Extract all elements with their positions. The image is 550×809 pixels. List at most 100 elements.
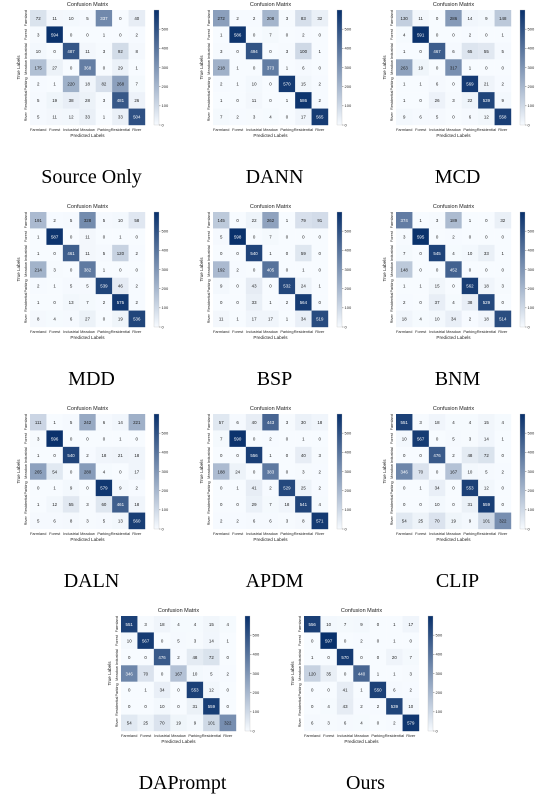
y-tick-label: Forest bbox=[389, 230, 394, 242]
cell-value: 0 bbox=[86, 486, 89, 491]
x-tick-label: Industrial bbox=[429, 329, 445, 334]
cell-value: 0 bbox=[253, 469, 256, 474]
heatmap-cell bbox=[428, 42, 446, 60]
heatmap-cell bbox=[445, 277, 462, 295]
heatmap-cell bbox=[295, 446, 312, 464]
cell-value: 17 bbox=[268, 317, 273, 322]
cell-value: 0 bbox=[436, 65, 439, 70]
heatmap-cell bbox=[478, 479, 495, 497]
heatmap-cell bbox=[30, 446, 47, 464]
cell-value: 1 bbox=[469, 218, 472, 223]
cell-value: 571 bbox=[316, 519, 324, 524]
cell-value: 262 bbox=[267, 218, 275, 223]
colorbar bbox=[427, 615, 434, 732]
heatmap-cell bbox=[128, 310, 146, 328]
heatmap-cell bbox=[79, 261, 96, 278]
cell-value: 263 bbox=[401, 65, 409, 70]
colorbar-tick-label: 400 bbox=[253, 652, 260, 657]
cell-value: 101 bbox=[208, 721, 216, 726]
heatmap-cell bbox=[229, 430, 247, 448]
cell-value: 0 bbox=[220, 486, 223, 491]
cell-value: 4 bbox=[360, 721, 363, 726]
heatmap-cell bbox=[262, 244, 279, 262]
heatmap-cell bbox=[262, 446, 279, 464]
x-axis-label: Predicted Labels bbox=[436, 537, 471, 542]
heatmap-cell bbox=[229, 244, 247, 262]
y-tick-label: Parking bbox=[23, 279, 28, 292]
heatmap-cell bbox=[295, 244, 312, 262]
cell-value: 2 bbox=[136, 284, 139, 289]
cell-value: 33 bbox=[252, 300, 257, 305]
heatmap-cell bbox=[153, 648, 171, 666]
heatmap-cell bbox=[478, 512, 495, 530]
heatmap-cell bbox=[295, 310, 312, 328]
heatmap-cell bbox=[445, 92, 462, 109]
cell-value: 2 bbox=[469, 317, 472, 322]
cell-value: 91 bbox=[317, 218, 322, 223]
heatmap-cell bbox=[412, 92, 430, 109]
colorbar-tick-label: 0 bbox=[345, 324, 348, 329]
matrix-title: Confusion Matrix bbox=[67, 204, 109, 210]
cell-value: 148 bbox=[499, 16, 507, 21]
cell-value: 559 bbox=[208, 704, 216, 709]
x-tick-label: Farmland bbox=[30, 329, 46, 334]
x-tick-label: Residential bbox=[477, 329, 496, 334]
cell-value: 2 bbox=[236, 519, 239, 524]
cell-value: 12 bbox=[69, 115, 74, 120]
y-axis-label: True Labels bbox=[16, 459, 21, 484]
heatmap-cell bbox=[245, 212, 263, 229]
heatmap-cell bbox=[30, 414, 47, 431]
heatmap-cell bbox=[30, 294, 47, 311]
heatmap-cell bbox=[245, 446, 263, 464]
cell-value: 9 bbox=[220, 284, 223, 289]
heatmap-cell bbox=[461, 212, 479, 229]
cell-value: 17 bbox=[134, 469, 139, 474]
cell-value: 12 bbox=[209, 688, 214, 693]
cell-value: 5 bbox=[436, 115, 439, 120]
cell-value: 1 bbox=[403, 284, 406, 289]
cell-value: 38 bbox=[467, 300, 472, 305]
colorbar-tick-label: 0 bbox=[345, 526, 348, 531]
cell-value: 0 bbox=[53, 49, 56, 54]
heatmap-cell bbox=[412, 479, 430, 497]
heatmap-cell bbox=[311, 430, 329, 448]
heatmap-cell bbox=[461, 244, 479, 262]
heatmap-cell bbox=[95, 294, 113, 311]
heatmap-cell bbox=[128, 75, 146, 93]
heatmap-cell bbox=[30, 479, 47, 497]
x-tick-label: Forest bbox=[323, 733, 335, 738]
cell-value: 1 bbox=[469, 65, 472, 70]
method-caption: CLIP bbox=[435, 570, 480, 592]
cell-value: 0 bbox=[327, 688, 330, 693]
cell-value: 189 bbox=[450, 218, 458, 223]
heatmap-cell bbox=[295, 59, 312, 76]
cell-value: 374 bbox=[401, 218, 409, 223]
heatmap-cell bbox=[295, 496, 312, 513]
heatmap-cell bbox=[445, 496, 462, 513]
heatmap-cell bbox=[30, 42, 47, 60]
cell-value: 5 bbox=[485, 469, 488, 474]
cell-value: 1 bbox=[103, 115, 106, 120]
cell-value: 0 bbox=[419, 267, 422, 272]
heatmap-cell bbox=[79, 310, 96, 328]
heatmap-cell bbox=[278, 496, 296, 513]
heatmap-cell bbox=[213, 512, 230, 530]
y-tick-label: Industrial bbox=[389, 447, 394, 463]
y-tick-label: Industrial bbox=[206, 43, 211, 59]
heatmap-cell bbox=[79, 228, 96, 246]
cell-value: 0 bbox=[469, 267, 472, 272]
cell-value: 0 bbox=[136, 234, 139, 239]
heatmap-cell bbox=[186, 698, 204, 715]
y-axis-label: True Labels bbox=[199, 55, 204, 80]
cell-value: 10 bbox=[402, 436, 407, 441]
method-caption: BNM bbox=[434, 368, 481, 390]
cell-value: 3 bbox=[144, 622, 147, 627]
cell-value: 22 bbox=[467, 98, 472, 103]
heatmap-cell bbox=[112, 92, 129, 109]
cell-value: 6 bbox=[469, 115, 472, 120]
cell-value: 0 bbox=[220, 300, 223, 305]
heatmap-cell bbox=[62, 92, 80, 109]
y-tick-label: River bbox=[23, 112, 28, 122]
cell-value: 0 bbox=[419, 49, 422, 54]
heatmap-cell bbox=[396, 430, 413, 448]
